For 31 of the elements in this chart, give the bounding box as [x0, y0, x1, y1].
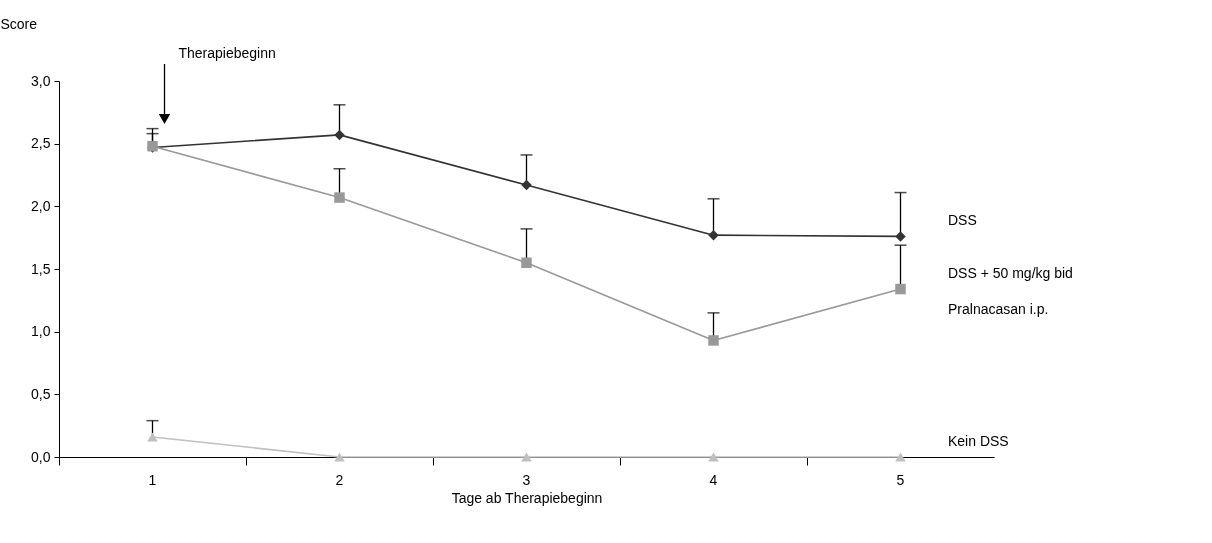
y-tick-label: 0,5	[31, 385, 51, 402]
text: Therapiebeginn	[178, 45, 276, 61]
point	[147, 432, 158, 442]
y-tick-label: 0,0	[31, 448, 51, 465]
point	[708, 229, 719, 241]
y-tick-label: 1,5	[31, 260, 51, 277]
point	[895, 231, 906, 242]
x-tick-label: 1	[148, 471, 157, 488]
point	[521, 257, 532, 268]
point	[334, 129, 345, 141]
point	[521, 179, 532, 191]
x-tick-label: 2	[335, 471, 344, 488]
text: DSS + 50 mg/kg bid Pralnacasan i.p.	[948, 265, 1073, 318]
x-tick-label: 5	[896, 471, 905, 488]
y-tick-label: 2,5	[31, 135, 51, 152]
point	[521, 452, 532, 462]
point	[708, 452, 719, 462]
y-tick-label: 2,0	[31, 197, 51, 214]
y-tick-label: 3,0	[31, 72, 51, 89]
x-tick-label: 3	[522, 471, 531, 488]
point	[334, 452, 345, 462]
text: DSS	[948, 212, 977, 229]
point	[334, 192, 345, 203]
point	[708, 335, 719, 346]
point	[895, 452, 906, 462]
x-tick-label: 4	[709, 471, 718, 488]
text: Kein DSS	[948, 433, 1009, 449]
x-axis-title: Tage ab Therapiebeginn	[451, 489, 603, 506]
point	[895, 283, 906, 295]
y-axis-title: Score	[0, 15, 38, 32]
y-tick-label: 1,0	[31, 323, 51, 340]
